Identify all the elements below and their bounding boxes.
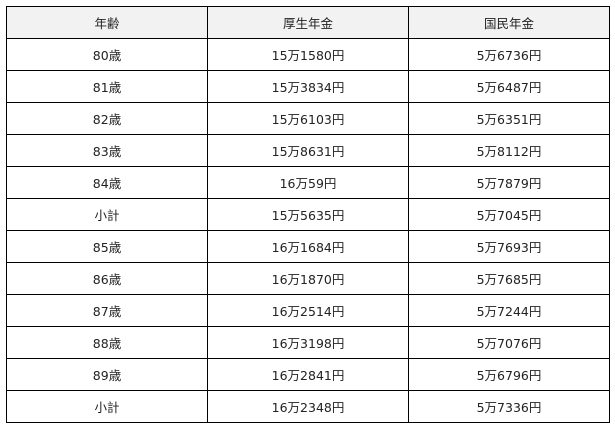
age-cell: 小計: [6, 198, 208, 231]
table-row: 84歳 16万59円 5万7879円: [6, 166, 610, 199]
table-row: 88歳 16万3198円 5万7076円: [6, 326, 610, 359]
table-row: 87歳 16万2514円 5万7244円: [6, 294, 610, 327]
table-row: 85歳 16万1684円 5万7693円: [6, 230, 610, 263]
national-pension-cell: 5万6487円: [408, 70, 610, 103]
employee-pension-cell: 16万1684円: [207, 230, 409, 263]
age-cell: 87歳: [6, 294, 208, 327]
age-cell: 81歳: [6, 70, 208, 103]
table-row: 小計 16万2348円 5万7336円: [6, 390, 610, 423]
employee-pension-cell: 16万2841円: [207, 358, 409, 391]
age-cell: 86歳: [6, 262, 208, 295]
age-cell: 88歳: [6, 326, 208, 359]
national-pension-cell: 5万7045円: [408, 198, 610, 231]
header-age: 年齢: [6, 6, 208, 39]
employee-pension-cell: 15万8631円: [207, 134, 409, 167]
table-row: 80歳 15万1580円 5万6736円: [6, 38, 610, 71]
national-pension-cell: 5万8112円: [408, 134, 610, 167]
national-pension-cell: 5万6351円: [408, 102, 610, 135]
national-pension-cell: 5万7685円: [408, 262, 610, 295]
employee-pension-cell: 16万59円: [207, 166, 409, 199]
employee-pension-cell: 15万5635円: [207, 198, 409, 231]
age-cell: 84歳: [6, 166, 208, 199]
national-pension-cell: 5万7076円: [408, 326, 610, 359]
table-row: 82歳 15万6103円 5万6351円: [6, 102, 610, 135]
national-pension-cell: 5万7244円: [408, 294, 610, 327]
age-cell: 80歳: [6, 38, 208, 71]
table-row: 81歳 15万3834円 5万6487円: [6, 70, 610, 103]
age-cell: 83歳: [6, 134, 208, 167]
age-cell: 89歳: [6, 358, 208, 391]
national-pension-cell: 5万7693円: [408, 230, 610, 263]
table-row: 89歳 16万2841円 5万6796円: [6, 358, 610, 391]
header-national-pension: 国民年金: [408, 6, 610, 39]
age-cell: 82歳: [6, 102, 208, 135]
employee-pension-cell: 16万1870円: [207, 262, 409, 295]
table-row: 小計 15万5635円 5万7045円: [6, 198, 610, 231]
table-row: 83歳 15万8631円 5万8112円: [6, 134, 610, 167]
national-pension-cell: 5万6736円: [408, 38, 610, 71]
national-pension-cell: 5万6796円: [408, 358, 610, 391]
employee-pension-cell: 16万3198円: [207, 326, 409, 359]
employee-pension-cell: 15万3834円: [207, 70, 409, 103]
employee-pension-cell: 16万2348円: [207, 390, 409, 423]
national-pension-cell: 5万7879円: [408, 166, 610, 199]
age-cell: 小計: [6, 390, 208, 423]
national-pension-cell: 5万7336円: [408, 390, 610, 423]
header-row: 年齢 厚生年金 国民年金: [6, 6, 610, 39]
header-employee-pension: 厚生年金: [207, 6, 409, 39]
employee-pension-cell: 15万6103円: [207, 102, 409, 135]
table-row: 86歳 16万1870円 5万7685円: [6, 262, 610, 295]
pension-table: 年齢 厚生年金 国民年金 80歳 15万1580円 5万6736円 81歳 15万383…: [6, 6, 610, 423]
age-cell: 85歳: [6, 230, 208, 263]
employee-pension-cell: 16万2514円: [207, 294, 409, 327]
employee-pension-cell: 15万1580円: [207, 38, 409, 71]
